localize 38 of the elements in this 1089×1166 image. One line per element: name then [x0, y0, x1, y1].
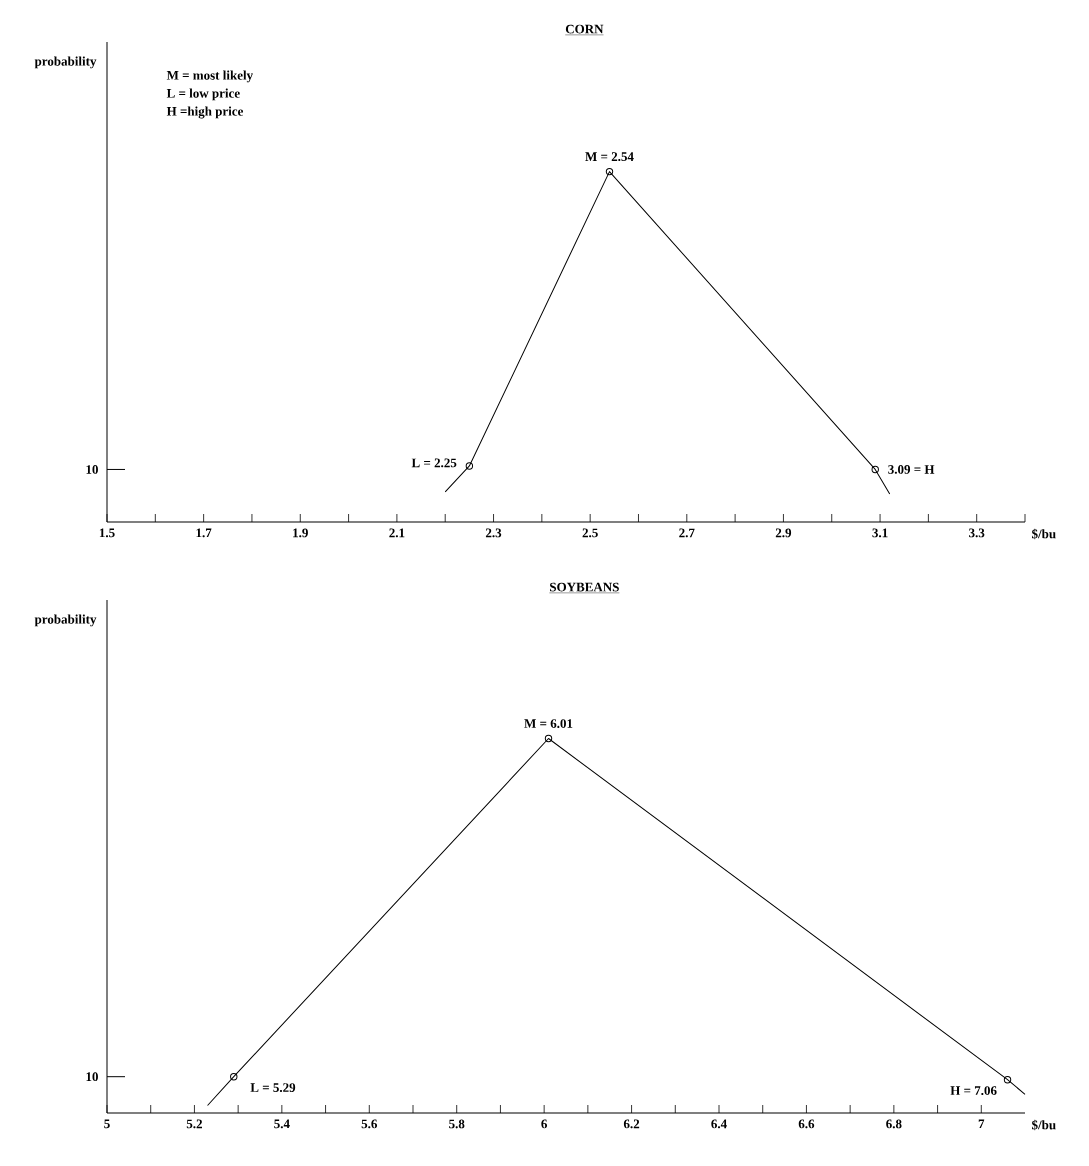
- x-tick-label: 3.3: [969, 528, 985, 538]
- x-tick-label: 3.1: [872, 528, 888, 538]
- x-tick-label: 6.8: [886, 1119, 902, 1129]
- x-axis-title: $/bu: [1032, 528, 1056, 540]
- annotation: L = 2.25: [411, 458, 457, 468]
- x-tick-label: 7: [978, 1119, 985, 1129]
- annotation: L = 5.29: [250, 1083, 296, 1093]
- x-tick-label: 2.5: [582, 528, 598, 538]
- y-axis-title: probability: [34, 56, 97, 69]
- x-tick-label: 6.4: [711, 1119, 727, 1129]
- x-tick-label: 5.6: [361, 1119, 378, 1129]
- text: L = low price: [166, 88, 240, 101]
- annotation: M = 2.54: [585, 152, 634, 162]
- x-tick-label: 6.2: [623, 1119, 640, 1129]
- x-tick-label: 6: [541, 1119, 548, 1129]
- x-tick-label: 1.5: [99, 528, 115, 538]
- x-axis-title: $/bu: [1032, 1119, 1056, 1131]
- text: 10: [86, 465, 98, 474]
- x-tick-label: 5.4: [274, 1119, 290, 1129]
- text: H =high price: [166, 106, 244, 119]
- x-tick-label: 1.9: [293, 528, 308, 538]
- x-tick-label: 5.2: [186, 1119, 202, 1129]
- x-tick-label: 5.8: [449, 1119, 465, 1129]
- x-tick-label: 2.9: [775, 528, 792, 538]
- y-axis-title: probability: [34, 614, 97, 627]
- annotation: 3.09 = H: [888, 465, 935, 474]
- text: M = most likely: [166, 70, 253, 83]
- text: 10: [86, 1072, 98, 1082]
- annotation: M = 6.01: [524, 719, 573, 728]
- x-tick-label: 1.7: [196, 528, 212, 538]
- x-tick-label: 2.3: [485, 528, 502, 538]
- chart-title: SOYBEANS: [550, 582, 619, 592]
- chart-title: CORN: [565, 24, 604, 34]
- x-tick-label: 6.6: [798, 1119, 815, 1129]
- annotation: H = 7.06: [950, 1086, 997, 1096]
- x-tick-label: 5: [104, 1119, 110, 1129]
- x-tick-label: 2.1: [389, 528, 405, 538]
- x-tick-label: 2.7: [679, 528, 695, 538]
